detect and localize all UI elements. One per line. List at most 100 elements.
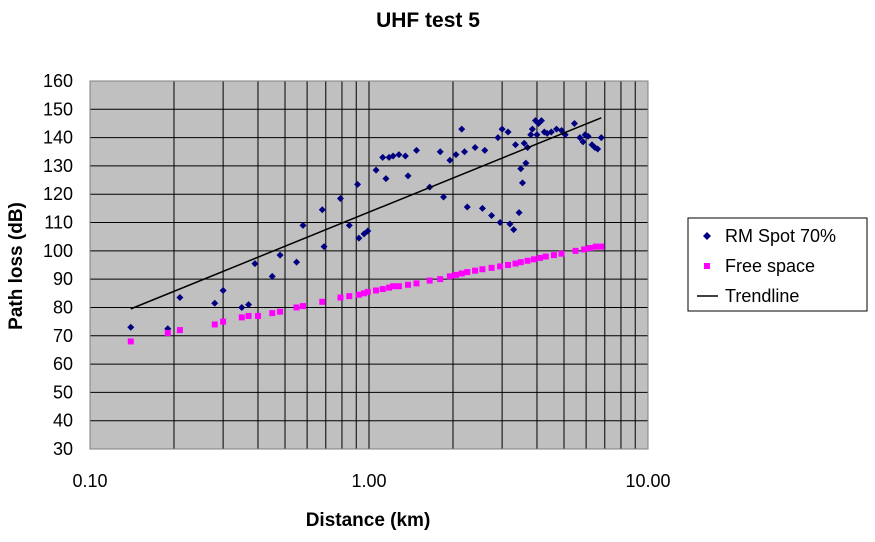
data-point [537, 117, 545, 125]
y-tick-label: 100 [43, 241, 73, 261]
data-point [269, 310, 276, 317]
data-point [355, 291, 362, 298]
y-tick-label: 140 [43, 128, 73, 148]
data-point [517, 165, 525, 173]
data-point [581, 246, 588, 253]
data-point [176, 327, 183, 334]
y-tick-label: 110 [44, 213, 73, 233]
data-point [542, 253, 549, 260]
data-point [510, 226, 518, 234]
data-point [379, 286, 386, 293]
data-point [299, 221, 307, 229]
data-point [364, 227, 372, 235]
data-point [373, 287, 380, 294]
data-point [452, 271, 459, 278]
data-point [592, 243, 599, 250]
y-tick-label: 160 [43, 71, 73, 91]
data-point [277, 308, 284, 315]
data-point [528, 125, 536, 133]
data-point [524, 257, 531, 264]
data-point [464, 269, 471, 276]
data-point [478, 204, 486, 212]
legend-marker-diamond [703, 232, 711, 240]
data-point [426, 277, 433, 284]
legend-item-rm-spot: RM Spot 70% [703, 226, 836, 246]
data-point [511, 141, 519, 149]
data-point [517, 259, 524, 266]
series-2 [130, 117, 602, 310]
data-point [497, 263, 504, 270]
data-point [504, 128, 512, 136]
data-point [472, 267, 479, 274]
data-point [463, 203, 471, 211]
y-tick-label: 60 [53, 354, 73, 374]
data-point [519, 179, 527, 187]
data-point [336, 194, 344, 202]
data-point [522, 159, 530, 167]
data-point [318, 206, 326, 214]
y-tick-label: 50 [53, 382, 73, 402]
data-point [293, 304, 300, 311]
data-point [379, 153, 387, 161]
data-point [579, 138, 587, 146]
data-point [446, 273, 453, 280]
data-point [401, 152, 409, 160]
data-point [337, 294, 344, 301]
series-0 [127, 117, 605, 333]
y-tick-label: 30 [53, 439, 73, 459]
data-point [293, 258, 301, 266]
data-point [395, 151, 403, 159]
data-point [320, 243, 328, 251]
data-point [553, 125, 561, 133]
y-tick-label: 70 [53, 326, 73, 346]
data-point [440, 193, 448, 201]
data-point [512, 260, 519, 267]
data-point [395, 283, 402, 290]
data-point [488, 264, 495, 271]
data-point [506, 220, 514, 228]
data-point [382, 175, 390, 183]
data-point [494, 134, 502, 142]
data-point [245, 312, 252, 319]
x-tick-label: 10.00 [625, 471, 670, 491]
data-point [390, 283, 397, 290]
data-point [127, 323, 135, 331]
legend: RM Spot 70% Free space Trendline [687, 217, 868, 312]
y-tick-label: 130 [43, 156, 73, 176]
data-point [413, 280, 420, 287]
data-point [576, 134, 584, 142]
data-point [584, 132, 592, 140]
data-point [461, 148, 469, 156]
x-tick-label: 1.00 [351, 471, 386, 491]
data-point [496, 219, 504, 227]
legend-item-trendline: Trendline [697, 286, 799, 306]
data-point [238, 314, 245, 321]
y-tick-label: 120 [43, 184, 73, 204]
data-point [452, 151, 460, 159]
data-point [488, 211, 496, 219]
y-tick-label: 90 [53, 269, 73, 289]
data-point [211, 299, 219, 307]
data-point [389, 152, 397, 160]
data-point [479, 266, 486, 273]
data-point [558, 127, 566, 135]
data-point [254, 312, 261, 319]
data-point [245, 301, 253, 309]
data-point [211, 321, 218, 328]
data-point [354, 180, 362, 188]
legend-marker-square [704, 263, 710, 269]
data-point [251, 260, 259, 268]
data-point [346, 293, 353, 300]
data-point [386, 284, 393, 291]
data-point [597, 134, 605, 142]
data-point [598, 243, 605, 250]
data-point [505, 262, 512, 268]
y-tick-label: 80 [53, 297, 73, 317]
plot-area [89, 80, 649, 450]
data-point [219, 286, 227, 294]
tick-labels: 30 40 50 60 70 80 90 100 110 120 130 140 150 160 0.10 1… [43, 71, 671, 491]
data-point [361, 290, 368, 297]
data-point [413, 146, 421, 154]
data-point [364, 288, 371, 295]
